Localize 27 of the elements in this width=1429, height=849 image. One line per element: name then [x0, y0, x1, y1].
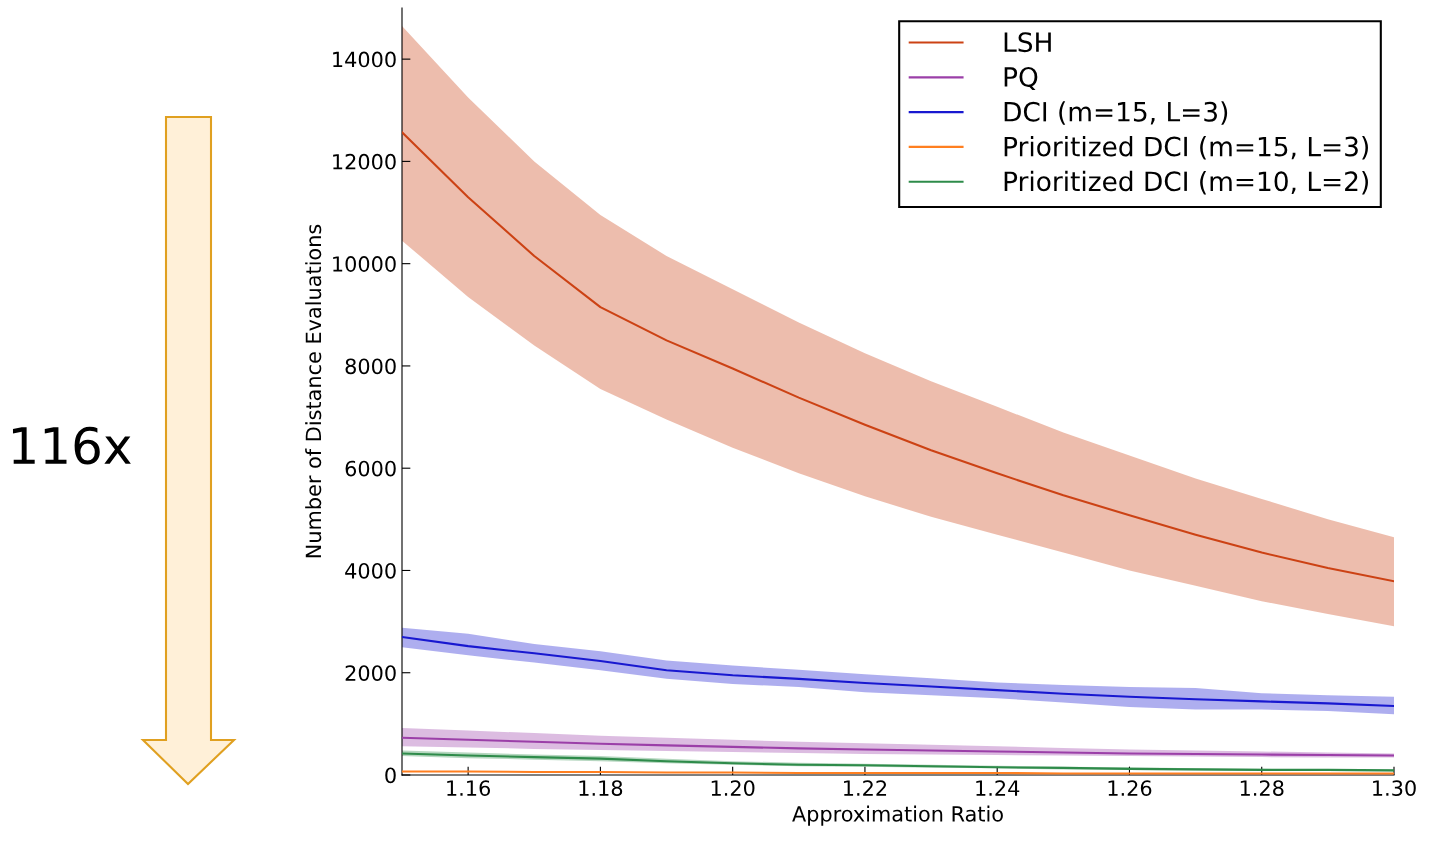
x-axis-title: Approximation Ratio — [792, 805, 1003, 826]
line-series — [402, 635, 1394, 708]
x-tick-label: 1.16 — [447, 780, 491, 796]
y-tick-label: 2000 — [345, 665, 396, 681]
line-series — [402, 736, 1394, 757]
x-tick-label: 1.26 — [1108, 780, 1152, 796]
legend-label: DCI (m=15, L=3) — [1004, 101, 1228, 125]
y-tick-label: 0 — [385, 767, 396, 784]
y-tick-label: 12000 — [333, 153, 396, 170]
x-tick-label: 1.24 — [976, 780, 1020, 796]
legend-label: Prioritized DCI (m=10, L=2) — [1004, 170, 1368, 195]
x-tick-label: 1.28 — [1240, 780, 1284, 796]
y-tick-label: 14000 — [333, 51, 396, 68]
legend-label: PQ — [1004, 66, 1038, 90]
x-tick-label: 1.20 — [711, 780, 755, 796]
line-series — [402, 131, 1394, 583]
y-tick-label: 10000 — [333, 256, 396, 272]
y-tick-label: 6000 — [345, 460, 396, 477]
y-axis-title: Number of Distance Evaluations — [305, 224, 322, 558]
legend-label: LSH — [1004, 32, 1051, 53]
legend-label: Prioritized DCI (m=15, L=3) — [1004, 136, 1368, 160]
x-tick-label: 1.22 — [844, 780, 887, 796]
y-tick-label: 4000 — [345, 562, 396, 579]
text: 116x — [12, 426, 131, 465]
x-tick-label: 1.30 — [1373, 780, 1416, 796]
x-tick-label: 1.18 — [579, 780, 623, 796]
y-tick-label: 8000 — [345, 358, 396, 375]
